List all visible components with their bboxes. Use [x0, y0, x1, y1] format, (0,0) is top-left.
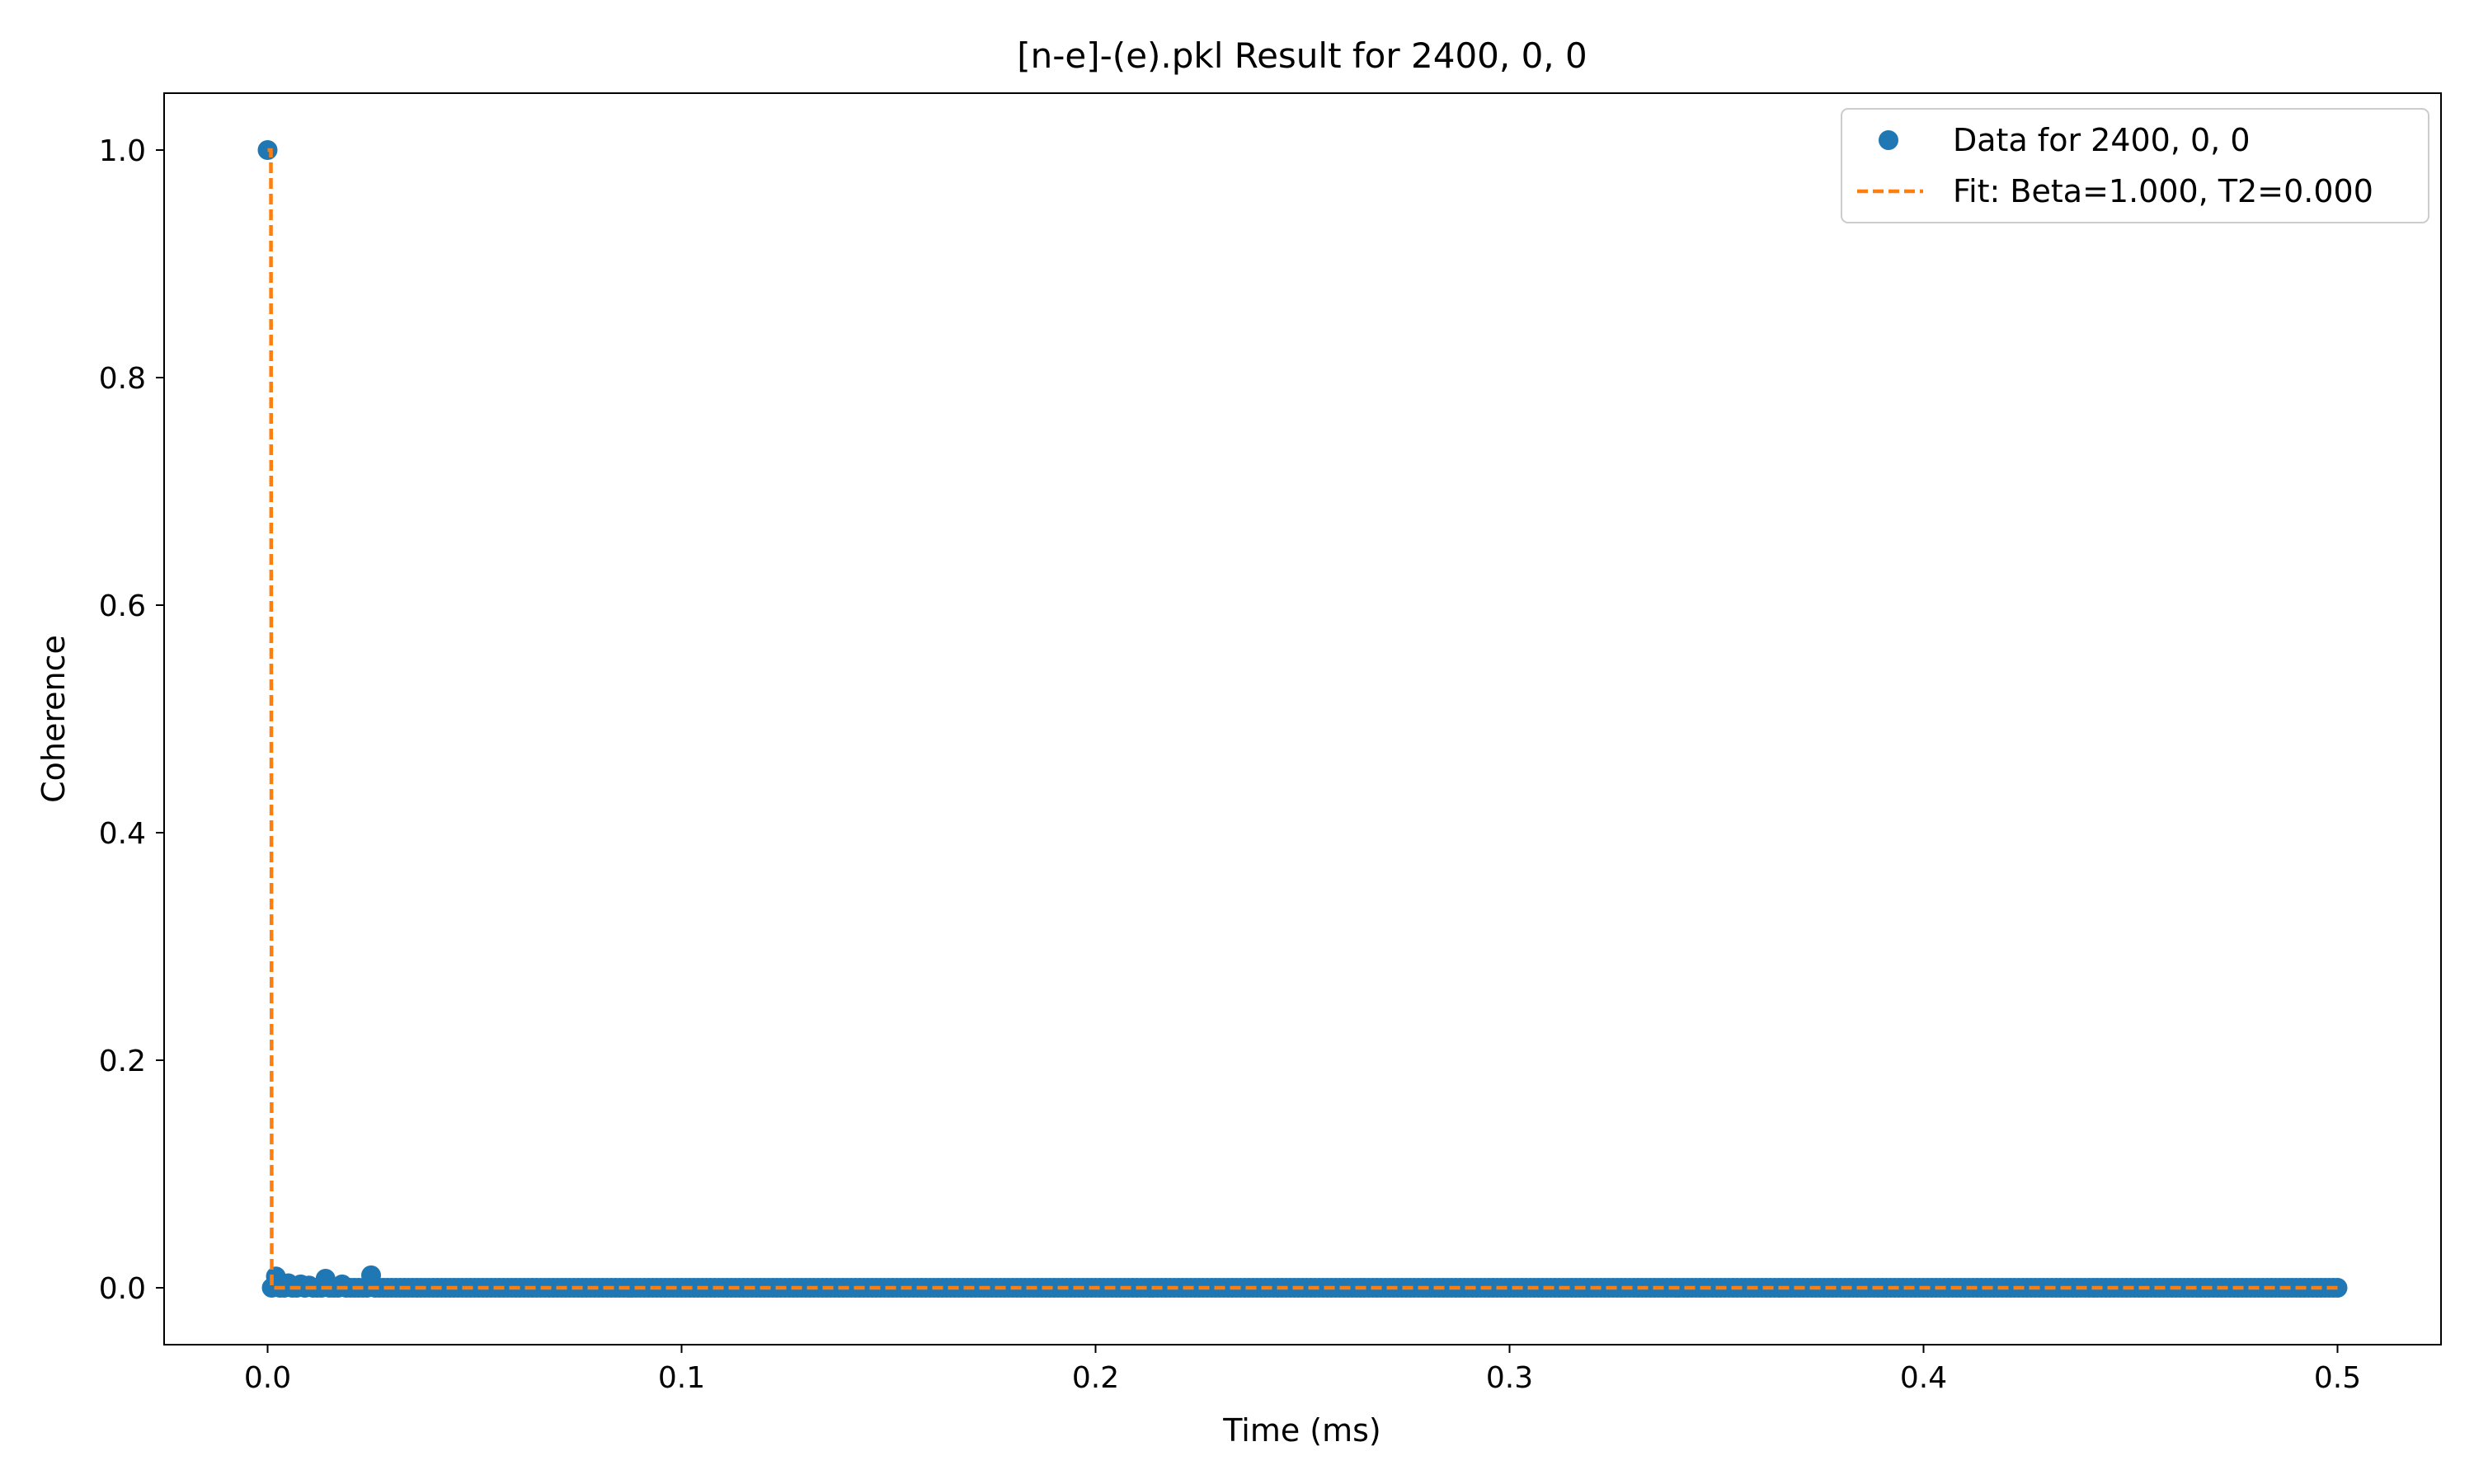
- x-tick-label: 0.1: [658, 1361, 705, 1395]
- y-tick-label: 0.2: [99, 1045, 146, 1078]
- legend-frame: [1841, 108, 2429, 223]
- x-tick-label: 0.4: [1900, 1361, 1947, 1395]
- fit-layer: [267, 148, 2338, 1290]
- y-tick-label: 0.0: [99, 1272, 146, 1306]
- y-tick-label: 0.6: [99, 589, 146, 623]
- x-tick-label: 0.2: [1072, 1361, 1119, 1395]
- plot-area: [164, 93, 2441, 1345]
- x-tick-label: 0.0: [244, 1361, 291, 1395]
- legend-marker-data: [1879, 130, 1898, 150]
- chart-title: [n-e]-(e).pkl Result for 2400, 0, 0: [1017, 35, 1587, 76]
- x-axis: 0.0 0.1 0.2 0.3 0.4 0.5: [244, 1345, 2361, 1395]
- y-tick-label: 0.4: [99, 817, 146, 851]
- fit-line: [267, 148, 2338, 1290]
- y-axis-label: Coherence: [35, 635, 72, 803]
- x-tick-label: 0.3: [1486, 1361, 1533, 1395]
- x-tick-label: 0.5: [2314, 1361, 2361, 1395]
- y-tick-label: 1.0: [99, 134, 146, 168]
- y-axis: 0.0 0.2 0.4 0.6 0.8 1.0: [99, 134, 164, 1306]
- y-tick-label: 0.8: [99, 362, 146, 396]
- x-axis-label: Time (ms): [1222, 1412, 1381, 1449]
- legend-label-fit: Fit: Beta=1.000, T2=0.000: [1953, 173, 2373, 209]
- legend-label-data: Data for 2400, 0, 0: [1953, 122, 2251, 158]
- plot-frame: [163, 92, 2442, 1345]
- legend: Data for 2400, 0, 0 Fit: Beta=1.000, T2=…: [1841, 108, 2429, 223]
